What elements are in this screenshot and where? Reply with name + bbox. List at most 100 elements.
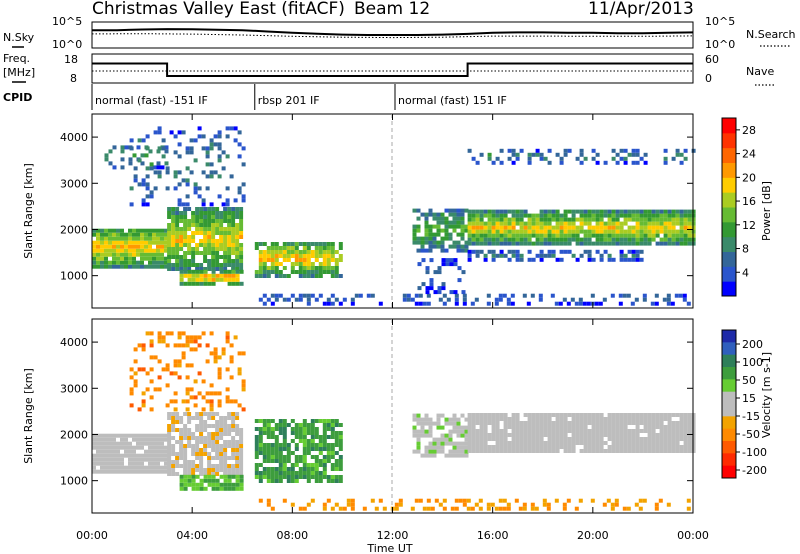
- heat-cell: [314, 258, 319, 262]
- heat-cell: [326, 419, 331, 423]
- heat-cell: [116, 252, 120, 257]
- heat-cell: [479, 237, 484, 242]
- heat-cell: [104, 465, 108, 470]
- heat-cell: [579, 433, 584, 437]
- heat-cell: [547, 445, 552, 449]
- heat-cell: [145, 202, 150, 207]
- heat-cell: [231, 235, 236, 239]
- heat-cell: [274, 443, 279, 447]
- heat-cell: [635, 221, 640, 226]
- heat-cell: [254, 246, 259, 250]
- heat-cell: [211, 472, 216, 476]
- heat-cell: [132, 252, 136, 257]
- heat-cell: [217, 174, 222, 179]
- heat-cell: [179, 263, 184, 267]
- heat-cell: [491, 217, 496, 222]
- heat-cell: [442, 301, 447, 306]
- heat-cell: [330, 455, 335, 459]
- heat-cell: [144, 449, 148, 454]
- heat-cell: [412, 240, 417, 245]
- heat-cell: [571, 209, 576, 214]
- heat-cell: [237, 154, 242, 159]
- heat-cell: [314, 467, 319, 471]
- heat-cell: [454, 301, 459, 306]
- power-cbar-swatch: [722, 177, 736, 193]
- heat-cell: [554, 498, 559, 503]
- heat-cell: [643, 221, 648, 226]
- heat-cell: [424, 429, 429, 434]
- heat-cell: [203, 223, 208, 227]
- heat-cell: [428, 244, 433, 249]
- heat-cell: [543, 233, 548, 238]
- heat-cell: [531, 257, 536, 262]
- heat-cell: [579, 429, 584, 433]
- heat-cell: [527, 217, 532, 222]
- heat-cell: [599, 229, 604, 234]
- heat-cell: [254, 419, 259, 423]
- heat-cell: [559, 233, 564, 238]
- heat-cell: [683, 217, 688, 222]
- heat-cell: [254, 471, 259, 475]
- heat-cell: [160, 240, 164, 245]
- heat-cell: [615, 417, 620, 421]
- heat-cell: [302, 293, 307, 298]
- heat-cell: [503, 229, 508, 234]
- heat-cell: [495, 209, 500, 214]
- heat-cell: [294, 262, 299, 266]
- heat-cell: [298, 467, 303, 471]
- heat-cell: [197, 391, 202, 396]
- heat-cell: [467, 221, 472, 226]
- heat-cell: [278, 262, 283, 266]
- heat-cell: [519, 441, 524, 445]
- freq-tick-bottom: 8: [70, 72, 77, 85]
- heat-cell: [483, 429, 488, 433]
- heat-cell: [92, 437, 96, 442]
- heat-cell: [579, 425, 584, 429]
- heat-cell: [175, 412, 180, 416]
- heat-cell: [148, 232, 152, 237]
- heat-cell: [453, 258, 458, 263]
- heat-cell: [448, 236, 453, 241]
- heat-cell: [152, 264, 156, 269]
- heat-cell: [148, 252, 152, 257]
- heat-cell: [209, 174, 214, 179]
- heat-cell: [495, 217, 500, 222]
- heat-cell: [436, 244, 441, 249]
- heat-cell: [175, 243, 180, 247]
- heat-cell: [164, 445, 168, 450]
- heat-cell: [603, 233, 608, 238]
- heat-cell: [149, 339, 154, 344]
- heat-cell: [219, 267, 224, 271]
- heat-cell: [416, 417, 421, 422]
- heat-cell: [258, 447, 263, 451]
- heat-cell: [647, 441, 652, 445]
- heat-cell: [262, 242, 267, 246]
- heat-cell: [611, 421, 616, 425]
- heat-cell: [538, 297, 543, 302]
- heat-cell: [667, 213, 672, 218]
- heat-cell: [607, 437, 612, 441]
- velocity-cbar-swatch: [722, 428, 736, 442]
- heat-cell: [334, 463, 339, 467]
- heat-cell: [108, 161, 113, 166]
- heat-cell: [219, 243, 224, 247]
- heat-cell: [647, 417, 652, 421]
- heat-cell: [239, 486, 244, 491]
- heat-cell: [444, 453, 449, 458]
- heat-cell: [231, 436, 236, 440]
- heat-cell: [635, 241, 640, 246]
- heat-cell: [326, 459, 331, 463]
- heat-cell: [262, 274, 267, 278]
- heat-cell: [449, 290, 454, 295]
- heat-cell: [543, 217, 548, 222]
- heat-cell: [183, 215, 188, 219]
- heat-cell: [615, 233, 620, 238]
- heat-cell: [330, 479, 335, 483]
- power-heatmap: [92, 126, 696, 306]
- heat-cell: [527, 156, 532, 161]
- heat-cell: [282, 419, 287, 423]
- heat-cell: [310, 439, 315, 443]
- heat-cell: [611, 229, 616, 234]
- heat-cell: [456, 212, 461, 217]
- heat-cell: [278, 250, 283, 254]
